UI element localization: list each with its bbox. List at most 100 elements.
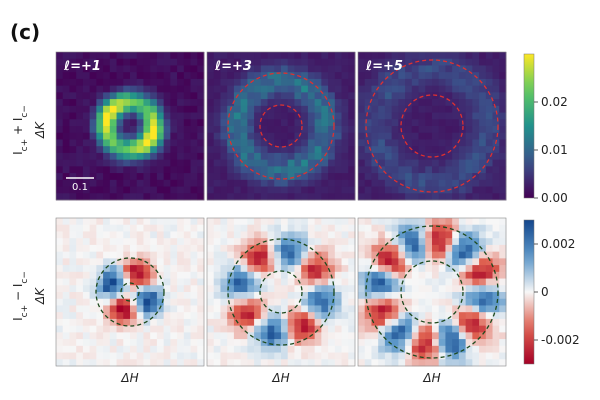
heatmap-cell	[103, 339, 111, 347]
heatmap-cell	[348, 271, 356, 279]
heatmap-cell	[445, 159, 453, 167]
heatmap-cell	[240, 92, 248, 100]
heatmap-cell	[247, 231, 255, 239]
heatmap-cell	[190, 173, 198, 181]
heatmap-cell	[411, 119, 419, 127]
heatmap-cell	[233, 332, 242, 340]
heatmap-cell	[156, 278, 165, 286]
heatmap-cell	[190, 265, 198, 273]
heatmap-cell	[89, 159, 97, 167]
heatmap-cell	[472, 99, 480, 107]
heatmap-cell	[220, 92, 228, 100]
heatmap-cell	[378, 119, 386, 127]
heatmap-cell	[156, 312, 165, 320]
heatmap-cell	[123, 339, 131, 347]
panel-frame	[55, 51, 205, 201]
heatmap-cell	[130, 152, 138, 161]
heatmap-cell	[136, 126, 144, 134]
heatmap-cell	[240, 179, 248, 187]
heatmap-cell	[247, 238, 255, 246]
heatmap-cell	[499, 285, 507, 293]
heatmap-cell	[69, 271, 77, 279]
heatmap-cell	[103, 132, 111, 140]
heatmap-cell	[321, 52, 329, 60]
heatmap-cell	[136, 146, 144, 154]
heatmap-cell	[190, 278, 198, 286]
heatmap-cell	[130, 166, 138, 174]
heatmap-cell	[109, 139, 117, 147]
heatmap-cell	[69, 218, 77, 226]
heatmap-cell	[465, 359, 473, 367]
heatmap-cell	[260, 332, 268, 340]
heatmap-cell	[260, 271, 268, 279]
heatmap-cell	[150, 92, 158, 100]
heatmap-cell	[281, 146, 289, 154]
heatmap-cell	[438, 332, 446, 340]
heatmap-cell	[411, 78, 419, 87]
heatmap-cell	[103, 278, 111, 286]
heatmap-cell	[170, 231, 178, 239]
heatmap-cell	[384, 139, 393, 147]
heatmap-cell	[398, 224, 406, 232]
heatmap-cell	[391, 112, 399, 120]
heatmap-cell	[364, 186, 372, 194]
heatmap-cell	[485, 52, 493, 60]
heatmap-cell	[143, 325, 151, 333]
heatmap-cell	[301, 78, 309, 87]
heatmap-cell	[220, 271, 228, 279]
heatmap-cell	[438, 166, 446, 174]
heatmap-cell	[371, 193, 379, 201]
heatmap-cell	[123, 231, 131, 239]
heatmap-cell	[267, 352, 275, 360]
heatmap-cell	[405, 78, 413, 87]
heatmap-cell	[260, 112, 268, 120]
heatmap-cell	[130, 119, 138, 127]
colorbar-tick-label: 0.00	[541, 191, 568, 205]
heatmap-cell	[358, 166, 366, 174]
heatmap-cell	[294, 139, 302, 147]
heatmap-cell	[69, 298, 77, 306]
heatmap-cell	[411, 298, 419, 306]
heatmap-cell	[334, 92, 342, 100]
heatmap-cell	[116, 345, 124, 353]
heatmap-cell	[123, 218, 131, 226]
heatmap-cell	[274, 258, 282, 266]
heatmap-cell	[432, 339, 440, 347]
heatmap-cell	[499, 132, 507, 140]
heatmap-cell	[56, 126, 64, 134]
heatmap-cell	[321, 345, 329, 353]
heatmap-cell	[103, 126, 111, 134]
heatmap-cell	[82, 238, 91, 246]
heatmap-cell	[109, 52, 117, 60]
heatmap-cell	[364, 99, 372, 107]
heatmap-cell	[274, 186, 282, 194]
heatmap-cell	[438, 325, 446, 333]
heatmap-cell	[240, 126, 248, 134]
heatmap-cell	[96, 292, 104, 300]
heatmap-cell	[287, 285, 295, 293]
heatmap-cell	[213, 58, 221, 66]
heatmap-cell	[418, 258, 426, 266]
heatmap-cell	[472, 85, 480, 93]
heatmap-cell	[170, 146, 178, 154]
heatmap-cell	[432, 231, 440, 239]
heatmap-cell	[177, 58, 185, 66]
heatmap-cell	[314, 244, 322, 253]
heatmap-cell	[398, 99, 406, 107]
heatmap-cell	[109, 58, 117, 66]
heatmap-cell	[82, 152, 91, 161]
heatmap-cell	[418, 58, 426, 66]
heatmap-cell	[321, 126, 329, 134]
heatmap-cell	[207, 159, 215, 167]
heatmap-cell	[254, 359, 262, 367]
heatmap-cell	[163, 339, 171, 347]
heatmap-cell	[445, 126, 453, 134]
heatmap-cell	[103, 146, 111, 154]
heatmap-cell	[240, 112, 248, 120]
heatmap-cell	[177, 312, 185, 320]
heatmap-cell	[62, 152, 70, 161]
heatmap-cell	[220, 85, 228, 93]
heatmap-cell	[334, 278, 342, 286]
heatmap-cell	[156, 179, 165, 187]
heatmap-cell	[69, 152, 77, 161]
